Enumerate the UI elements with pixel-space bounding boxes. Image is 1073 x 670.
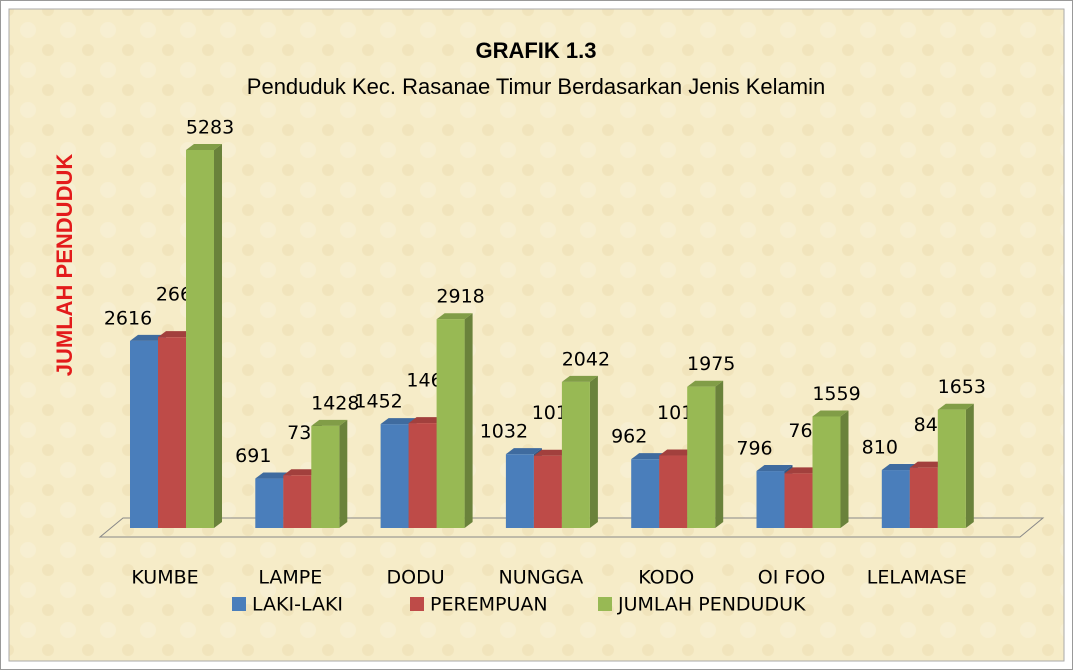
- bar-side: [339, 419, 348, 528]
- chart-subtitle: Penduduk Kec. Rasanae Timur Berdasarkan …: [247, 74, 825, 99]
- bar-top: [881, 464, 918, 471]
- data-label: 796: [736, 438, 772, 460]
- data-label: 1452: [354, 391, 402, 413]
- bar-top: [784, 467, 821, 474]
- bar-top: [505, 448, 542, 455]
- bar-side: [965, 403, 974, 528]
- bar-top: [812, 410, 849, 417]
- data-label: 2918: [436, 286, 484, 308]
- x-tick-label: OI FOO: [758, 567, 825, 589]
- bar: [186, 150, 214, 528]
- bar-top: [408, 417, 445, 424]
- bar: [881, 470, 910, 528]
- bar-top: [659, 449, 696, 456]
- bar: [408, 423, 437, 528]
- legend-label: PEREMPUAN: [430, 594, 548, 616]
- bar-top: [533, 449, 570, 456]
- data-label: 691: [235, 445, 271, 467]
- bar-top: [561, 375, 598, 382]
- bar: [436, 319, 465, 528]
- bar-top: [937, 403, 974, 410]
- data-label: 2616: [104, 307, 152, 329]
- bar-top: [687, 380, 724, 387]
- chart-title: GRAFIK 1.3: [475, 38, 596, 63]
- data-label: 5283: [186, 117, 234, 139]
- bar: [311, 425, 340, 528]
- bar: [505, 454, 534, 528]
- x-tick-label: KUMBE: [131, 567, 198, 589]
- x-tick-label: LAMPE: [258, 567, 322, 589]
- legend-label: JUMLAH PENDUDUK: [617, 594, 806, 616]
- bar-top: [380, 418, 417, 425]
- bar: [283, 475, 312, 528]
- bar-top: [158, 331, 194, 338]
- bar-top: [756, 465, 793, 472]
- data-label: 1428: [311, 392, 359, 414]
- bar: [756, 471, 785, 528]
- legend-swatch: [410, 597, 424, 611]
- bar: [937, 409, 966, 528]
- x-tick-label: LELAMASE: [867, 567, 967, 589]
- legend-label: LAKI-LAKI: [252, 594, 343, 616]
- bar: [687, 386, 716, 528]
- bar-top: [283, 469, 320, 476]
- floor: [98, 517, 1045, 538]
- bar-top: [631, 453, 668, 460]
- bar: [255, 478, 284, 528]
- bar: [909, 467, 938, 528]
- data-label: 1559: [812, 383, 860, 405]
- x-tick-label: DODU: [387, 567, 445, 589]
- y-axis-label: JUMLAH PENDUDUK: [52, 154, 77, 377]
- bar-top: [255, 472, 292, 479]
- data-label: 962: [611, 426, 647, 448]
- bar: [784, 473, 813, 528]
- bar-side: [840, 410, 849, 528]
- x-tick-label: NUNGGA: [499, 567, 584, 589]
- bar-top: [311, 419, 348, 426]
- bar: [561, 381, 590, 528]
- bar-side: [464, 313, 473, 528]
- bar-side: [589, 375, 598, 528]
- bar-top: [186, 144, 222, 150]
- bar-top: [436, 313, 473, 320]
- bar: [659, 455, 688, 528]
- bar: [158, 337, 186, 528]
- legend-swatch: [598, 597, 612, 611]
- bar: [533, 455, 562, 528]
- data-label: 1032: [480, 421, 528, 443]
- legend-swatch: [232, 597, 246, 611]
- bar-top: [130, 334, 166, 341]
- bar: [631, 459, 660, 528]
- data-label: 2042: [562, 348, 610, 370]
- bar-side: [214, 144, 222, 528]
- bar: [380, 424, 409, 528]
- x-tick-label: KODO: [638, 567, 694, 589]
- data-label: 1975: [687, 353, 735, 375]
- bar-top: [909, 461, 946, 468]
- bar: [812, 416, 841, 528]
- data-label: 810: [862, 437, 898, 459]
- data-label: 1653: [938, 376, 986, 398]
- bar-side: [715, 380, 724, 528]
- bar: [130, 340, 158, 528]
